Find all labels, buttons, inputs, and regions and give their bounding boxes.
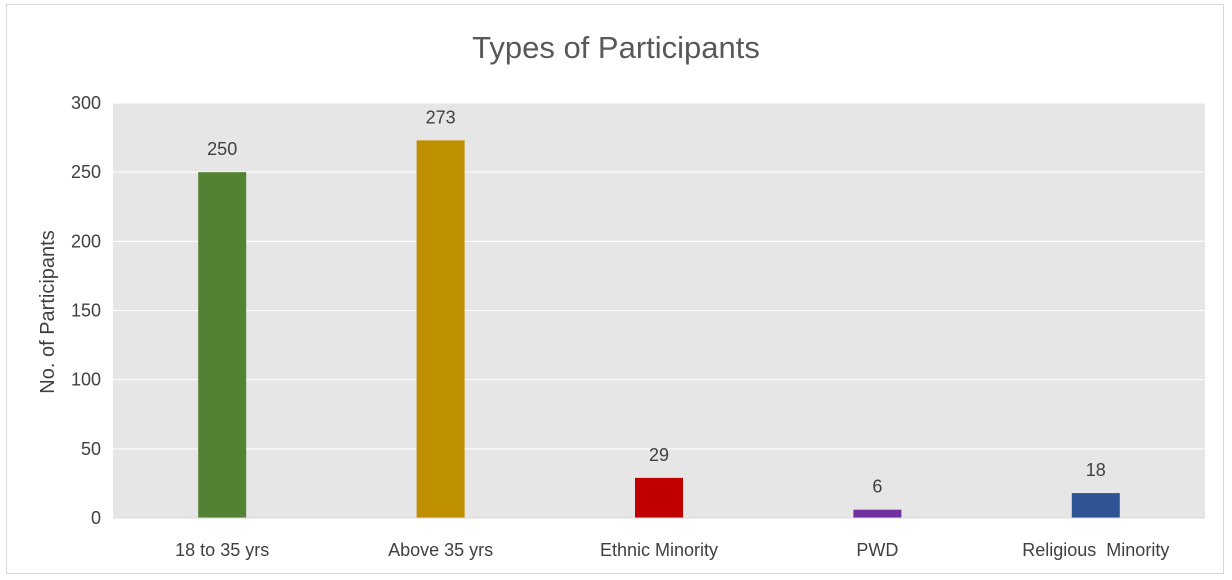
y-tick-label: 150 <box>71 301 101 321</box>
bar <box>853 509 902 518</box>
y-axis-label: No. of Participants <box>37 230 59 393</box>
y-tick-label: 300 <box>71 93 101 113</box>
data-label: 6 <box>872 477 882 497</box>
bar <box>1071 493 1120 518</box>
data-label: 29 <box>649 445 669 465</box>
y-tick-label: 100 <box>71 370 101 390</box>
x-category-label: Above 35 yrs <box>388 540 493 560</box>
x-category-label: 18 to 35 yrs <box>175 540 269 560</box>
bar <box>416 140 465 518</box>
x-category-label: Religious Minority <box>1022 540 1169 560</box>
x-category-label: PWD <box>856 540 898 560</box>
plot-area: 0 50 100 150 200 250 300 250 18 to 35 yrs 273 Abov… <box>71 93 1205 560</box>
y-tick-label: 200 <box>71 231 101 251</box>
y-tick-label: 250 <box>71 162 101 182</box>
data-label: 18 <box>1086 460 1106 480</box>
y-tick-label: 0 <box>91 508 101 528</box>
y-tick-label: 50 <box>81 439 101 459</box>
data-label: 250 <box>207 139 237 159</box>
chart-title: Types of Participants <box>472 30 760 65</box>
bar <box>635 477 683 518</box>
data-label: 273 <box>426 107 456 127</box>
x-category-label: Ethnic Minority <box>600 540 718 560</box>
bar <box>198 172 247 518</box>
